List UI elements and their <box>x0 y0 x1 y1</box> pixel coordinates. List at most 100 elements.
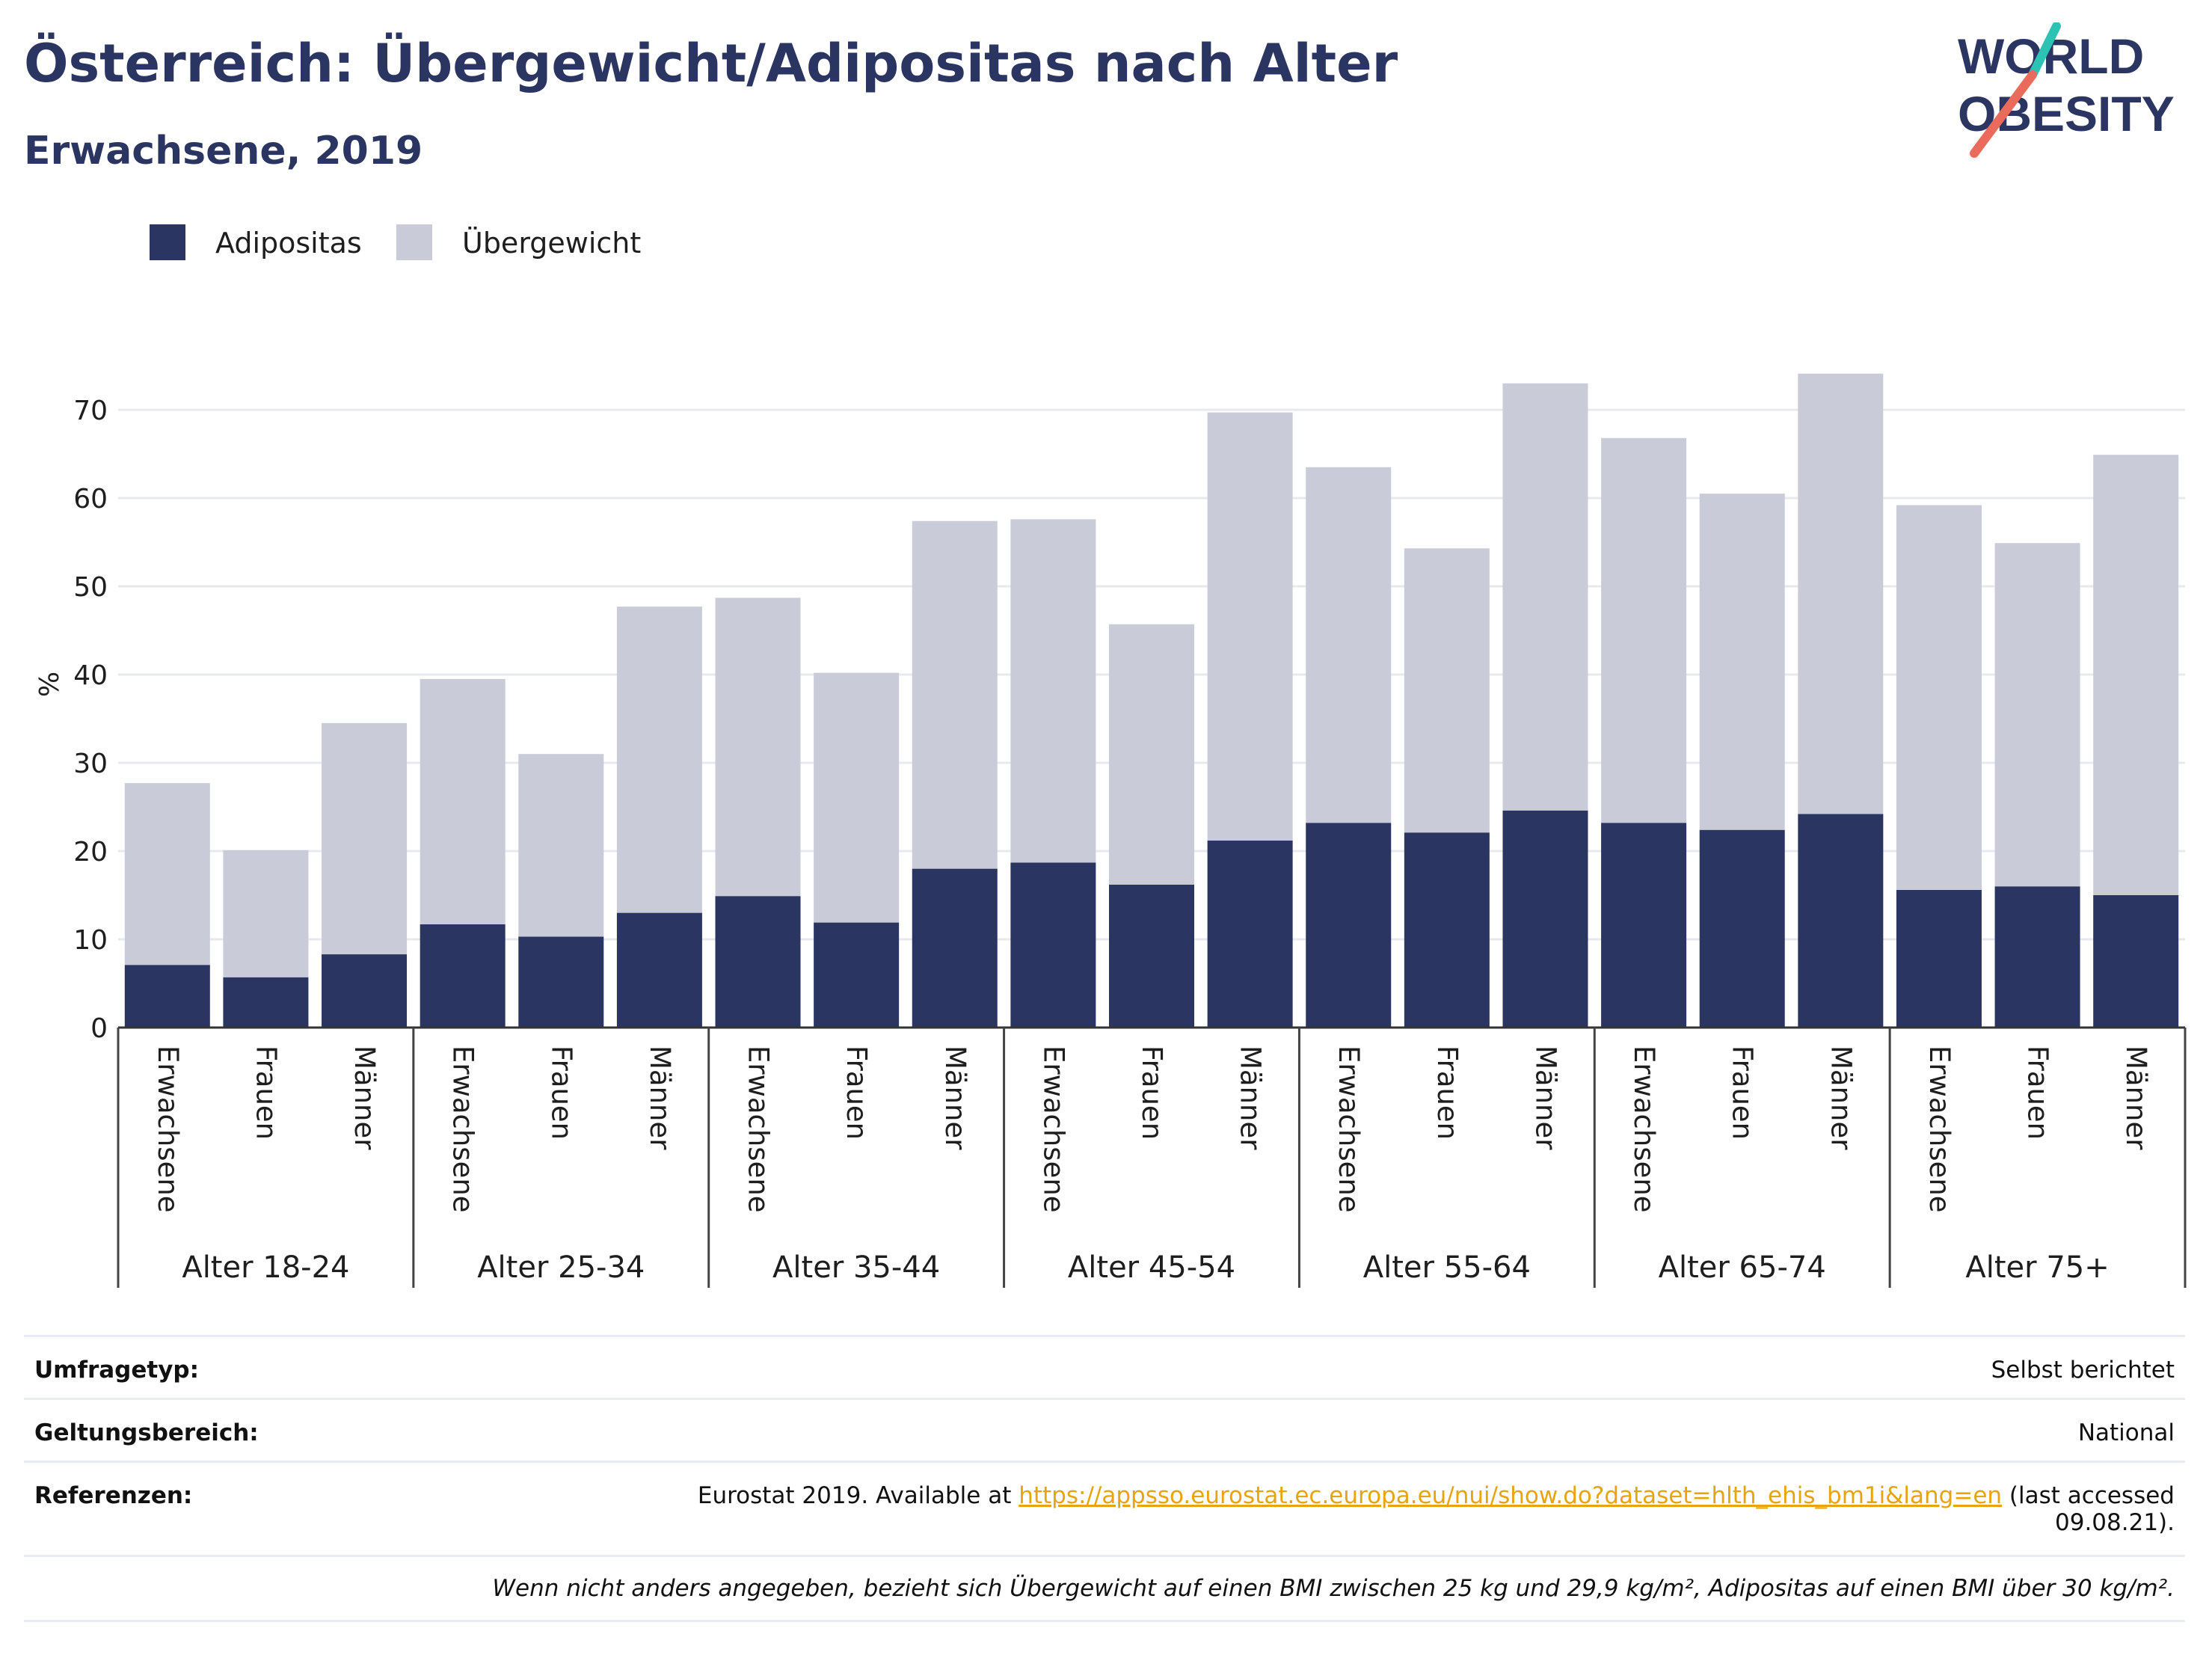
y-tick-label: 10 <box>73 925 108 956</box>
y-tick-label: 40 <box>73 660 108 691</box>
bar-adipositas <box>124 965 210 1028</box>
bar-uebergewicht <box>1994 543 2080 887</box>
info-table: Umfragetyp: Selbst berichtet Geltungsber… <box>24 1335 2185 1622</box>
x-category-label: Männer <box>348 1045 381 1150</box>
x-category-label: Männer <box>644 1045 676 1150</box>
bar-uebergewicht <box>1699 494 1785 830</box>
x-category-label: Erwachsene <box>1628 1045 1660 1213</box>
bar-uebergewicht <box>1502 383 1588 811</box>
bar-uebergewicht <box>814 672 900 923</box>
info-value: National <box>2077 1419 2175 1446</box>
y-axis-label: % <box>34 672 65 697</box>
bar-adipositas <box>1896 889 1982 1028</box>
bar-adipositas <box>518 936 604 1028</box>
bar-uebergewicht <box>1010 519 1096 863</box>
reference-link[interactable]: https://appsso.eurostat.ec.europa.eu/nui… <box>1019 1482 2003 1509</box>
x-group-label: Alter 35-44 <box>772 1250 940 1285</box>
bar-uebergewicht <box>518 754 604 937</box>
bar-uebergewicht <box>715 598 801 897</box>
info-key: Referenzen: <box>34 1482 193 1509</box>
bar-adipositas <box>322 954 408 1028</box>
bar-adipositas <box>616 912 702 1028</box>
legend: Adipositas Übergewicht <box>150 224 641 260</box>
bar-uebergewicht <box>1109 624 1194 885</box>
bar-adipositas <box>1601 823 1687 1028</box>
x-group-label: Alter 18-24 <box>182 1250 349 1285</box>
legend-label-adipositas: Adipositas <box>215 227 362 260</box>
info-row-survey-type: Umfragetyp: Selbst berichtet <box>24 1335 2185 1398</box>
bar-uebergewicht <box>1896 505 1982 890</box>
bar-uebergewicht <box>1404 548 1490 833</box>
bar-adipositas <box>1207 840 1293 1028</box>
x-category-label: Frauen <box>841 1045 873 1140</box>
x-category-label: Männer <box>2120 1045 2152 1150</box>
reference-suffix: (last accessed 09.08.21). <box>2002 1482 2175 1536</box>
info-row-scope: Geltungsbereich: National <box>24 1398 2185 1461</box>
bar-adipositas <box>2093 895 2179 1028</box>
bar-adipositas <box>715 896 801 1028</box>
y-tick-label: 0 <box>90 1013 108 1044</box>
bar-adipositas <box>1699 829 1785 1028</box>
x-category-label: Männer <box>939 1045 971 1150</box>
x-category-label: Frauen <box>1727 1045 1759 1140</box>
bar-adipositas <box>814 922 900 1028</box>
y-tick-label: 20 <box>73 837 108 868</box>
x-category-label: Erwachsene <box>447 1045 479 1213</box>
footnote: Wenn nicht anders angegeben, bezieht sic… <box>24 1555 2185 1622</box>
bar-uebergewicht <box>2093 455 2179 895</box>
x-category-label: Männer <box>1529 1045 1561 1150</box>
x-category-label: Frauen <box>545 1045 577 1140</box>
bar-uebergewicht <box>1798 373 1884 814</box>
legend-swatch-uebergewicht <box>396 224 432 260</box>
x-category-label: Männer <box>1235 1045 1267 1150</box>
reference-text: Eurostat 2019. Available at https://apps… <box>604 1482 2185 1555</box>
y-tick-label: 60 <box>73 484 108 515</box>
info-row-references: Referenzen: Eurostat 2019. Available at … <box>24 1461 2185 1555</box>
axis-labels: 0 10 20 30 40 50 60 70% Erwachsene Frauen Männer Er… <box>34 396 2152 1285</box>
bars <box>124 373 2179 1028</box>
axes <box>117 1026 2187 1288</box>
bar-uebergewicht <box>912 521 998 869</box>
bar-uebergewicht <box>124 783 210 965</box>
info-key: Geltungsbereich: <box>34 1419 259 1446</box>
x-category-label: Frauen <box>2022 1045 2054 1140</box>
x-group-label: Alter 65-74 <box>1659 1250 1826 1285</box>
bar-adipositas <box>912 868 998 1028</box>
bar-uebergewicht <box>420 678 506 924</box>
bar-uebergewicht <box>1601 437 1687 823</box>
x-group-label: Alter 55-64 <box>1363 1250 1531 1285</box>
bar-adipositas <box>420 924 506 1028</box>
x-category-label: Frauen <box>1431 1045 1463 1140</box>
bar-uebergewicht <box>1306 467 1392 823</box>
bar-adipositas <box>1502 810 1588 1028</box>
info-value: Selbst berichtet <box>1991 1357 2175 1384</box>
y-tick-label: 30 <box>73 749 108 779</box>
bar-uebergewicht <box>223 850 309 977</box>
legend-label-uebergewicht: Übergewicht <box>462 227 641 260</box>
x-category-label: Erwachsene <box>1037 1045 1069 1213</box>
y-tick-label: 70 <box>73 396 108 426</box>
y-tick-label: 50 <box>73 572 108 603</box>
x-category-label: Frauen <box>250 1045 282 1140</box>
bar-adipositas <box>1404 832 1490 1028</box>
bar-adipositas <box>1306 823 1392 1028</box>
legend-swatch-adipositas <box>150 224 185 260</box>
stacked-bar-chart: Adipositas Übergewicht 0 10 20 30 40 50 60 70% E… <box>34 224 2187 1288</box>
bar-adipositas <box>223 977 309 1028</box>
bar-uebergewicht <box>616 607 702 913</box>
x-category-label: Erwachsene <box>1923 1045 1956 1213</box>
x-group-label: Alter 45-54 <box>1068 1250 1235 1285</box>
info-key: Umfragetyp: <box>34 1357 199 1384</box>
world-obesity-logo: WORLD OBESITY <box>1958 22 2175 158</box>
x-group-label: Alter 75+ <box>1965 1250 2109 1285</box>
bar-adipositas <box>1798 814 1884 1028</box>
x-group-label: Alter 25-34 <box>477 1250 645 1285</box>
x-category-label: Männer <box>1825 1045 1857 1150</box>
reference-prefix: Eurostat 2019. Available at <box>697 1482 1019 1509</box>
bar-adipositas <box>1109 884 1194 1028</box>
x-category-label: Frauen <box>1136 1045 1168 1140</box>
logo-red-stroke <box>1970 70 2037 158</box>
bar-adipositas <box>1010 862 1096 1028</box>
chart-subtitle: Erwachsene, 2019 <box>24 129 423 174</box>
bar-uebergewicht <box>322 722 408 955</box>
